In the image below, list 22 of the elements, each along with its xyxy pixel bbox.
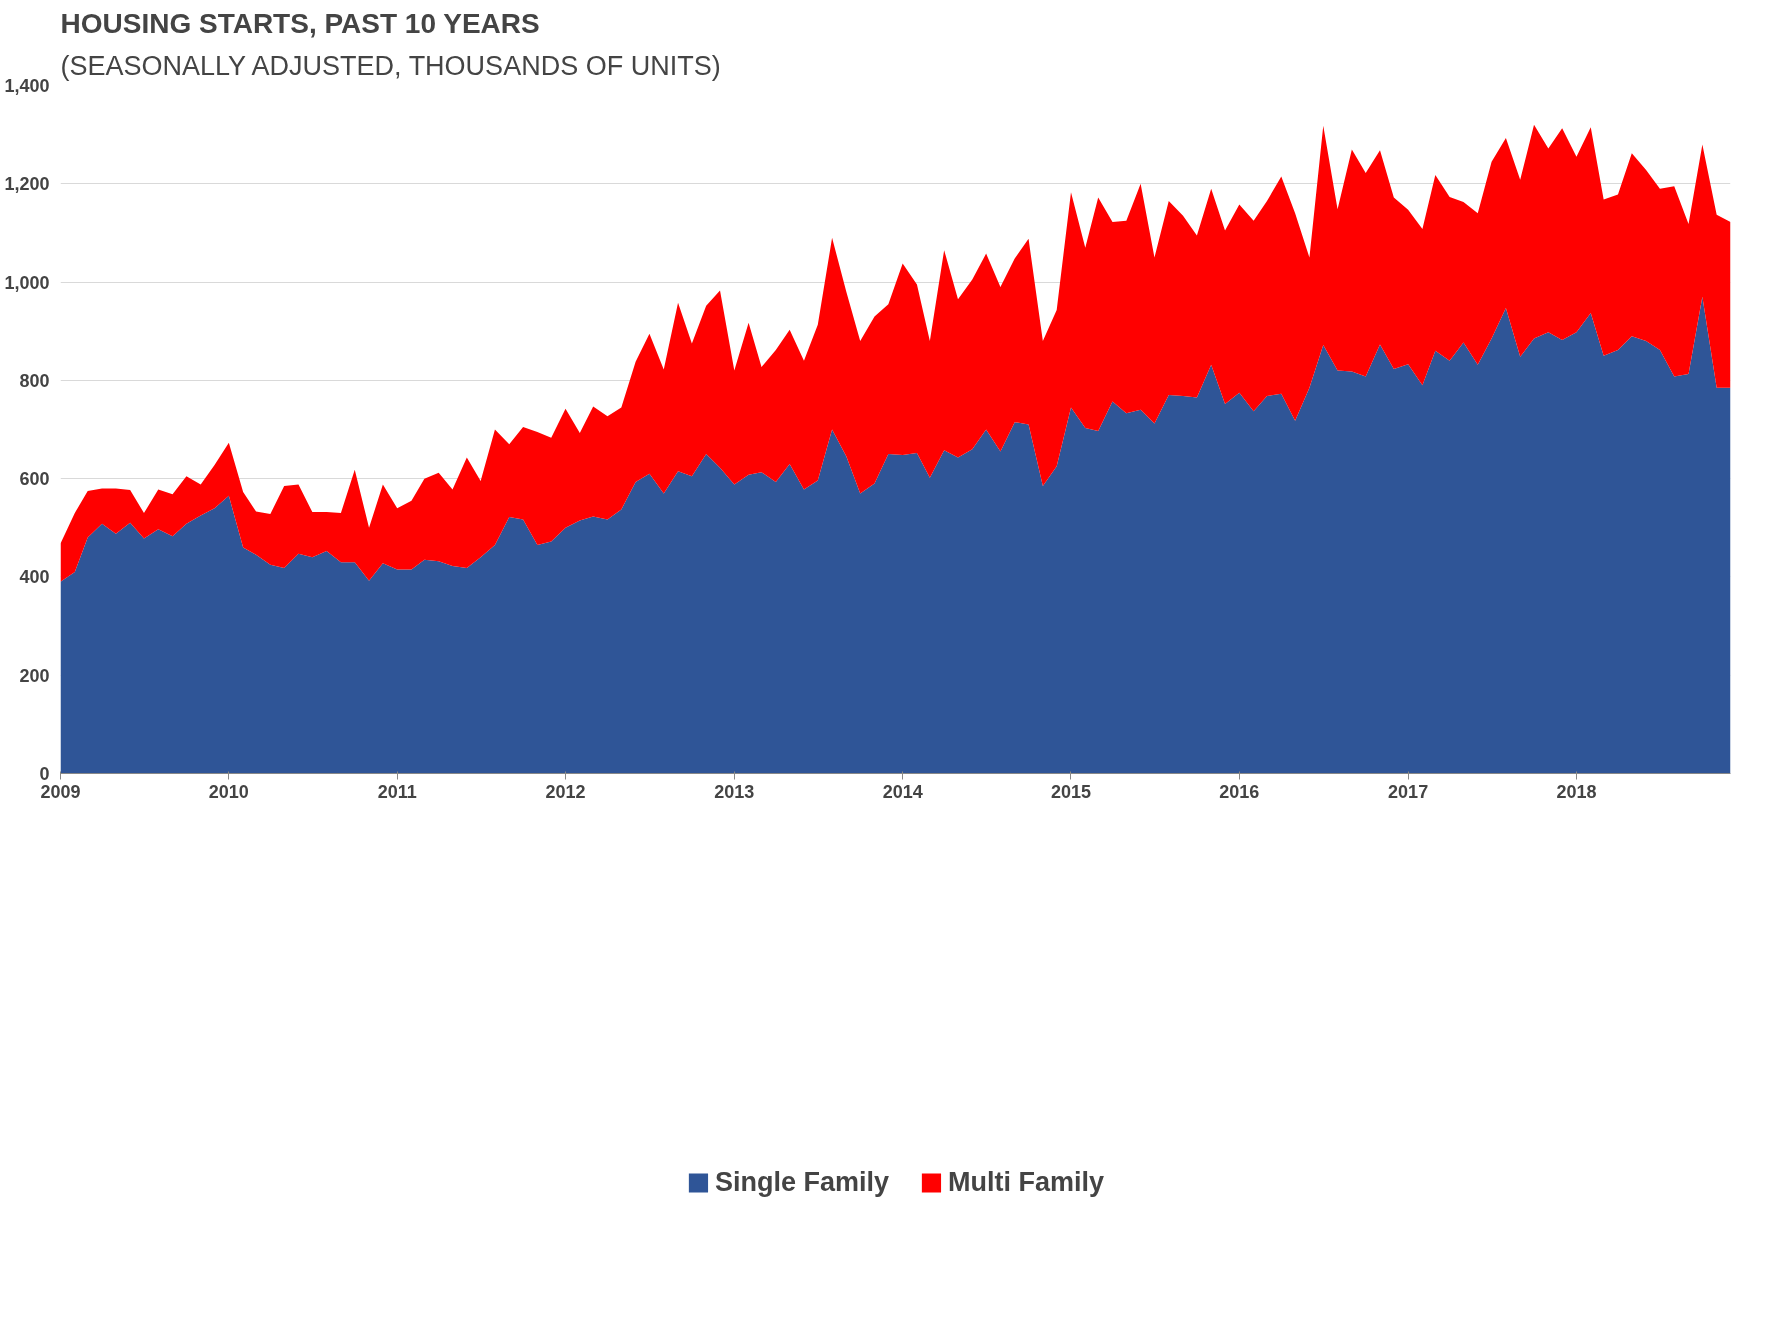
y-tick-label: 1,200 — [4, 174, 50, 195]
y-tick-label: 800 — [19, 370, 50, 391]
x-tick-label: 2012 — [545, 781, 586, 802]
x-tick-label: 2018 — [1556, 781, 1597, 802]
x-tick-label: 2011 — [377, 781, 417, 802]
legend-label: Multi Family — [948, 1166, 1105, 1198]
y-tick-label: 0 — [39, 764, 50, 784]
x-tick-label: 2016 — [1219, 781, 1260, 802]
x-tick-label: 2015 — [1050, 781, 1092, 802]
chart-subtitle: (SEASONALLY ADJUSTED, THOUSANDS OF UNITS) — [60, 50, 721, 81]
y-tick-label: 600 — [19, 469, 50, 490]
y-tick-label: 1,000 — [4, 272, 50, 293]
x-tick-label: 2014 — [882, 781, 923, 802]
legend-label: Single Family — [714, 1166, 890, 1198]
x-tick-label: 2017 — [1388, 781, 1429, 802]
y-tick-label: 400 — [19, 567, 50, 588]
y-tick-label: 1,400 — [4, 76, 50, 96]
x-tick-label: 2010 — [208, 781, 249, 802]
y-tick-label: 200 — [19, 665, 50, 686]
chart-title: HOUSING STARTS, PAST 10 YEARS — [60, 7, 540, 39]
x-tick-label: 2013 — [714, 781, 755, 802]
x-tick-label: 2009 — [40, 781, 81, 802]
